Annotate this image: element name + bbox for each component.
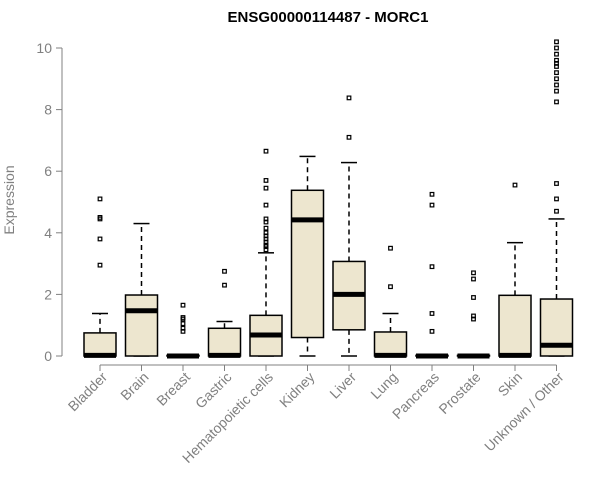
outlier-point bbox=[180, 302, 186, 308]
outlier-point bbox=[429, 328, 435, 334]
y-tick-label: 8 bbox=[44, 102, 52, 118]
box-brain bbox=[124, 222, 159, 357]
outlier-point bbox=[97, 215, 103, 220]
outlier-point bbox=[471, 313, 476, 319]
y-tick-label: 0 bbox=[44, 348, 52, 364]
x-tick-label: Brain bbox=[117, 369, 151, 403]
outlier-point bbox=[471, 295, 476, 300]
outlier-point bbox=[512, 182, 518, 188]
x-tick-label: Prostate bbox=[435, 369, 483, 417]
box-skin bbox=[498, 182, 532, 358]
outlier-point bbox=[429, 311, 435, 316]
y-axis-label: Expression bbox=[1, 165, 17, 234]
chart-title: ENSG00000114487 - MORC1 bbox=[228, 9, 429, 26]
box-liver bbox=[332, 95, 366, 357]
outlier-point bbox=[429, 202, 435, 208]
x-tick-label: Liver bbox=[326, 369, 359, 402]
outlier-point bbox=[97, 262, 103, 268]
outlier-point bbox=[346, 134, 352, 140]
box-lung bbox=[373, 245, 408, 358]
outlier-point bbox=[222, 282, 227, 288]
outlier-point bbox=[263, 148, 269, 154]
outlier-point bbox=[263, 178, 269, 183]
box-pancreas bbox=[415, 191, 449, 359]
y-tick-label: 4 bbox=[44, 225, 52, 241]
outlier-point bbox=[97, 236, 103, 242]
outlier-point bbox=[263, 230, 269, 236]
outlier-point bbox=[180, 321, 186, 327]
outlier-point bbox=[263, 225, 269, 231]
outlier-point bbox=[471, 270, 476, 276]
outlier-point bbox=[554, 76, 559, 82]
box-body bbox=[83, 332, 117, 357]
box-hematopoietic-cells bbox=[249, 148, 283, 357]
outlier-point bbox=[263, 185, 269, 191]
outlier-point bbox=[554, 196, 559, 202]
x-tick-label: Unknown / Other bbox=[481, 369, 567, 455]
outlier-point bbox=[471, 276, 476, 282]
outlier-point bbox=[554, 82, 559, 88]
box-gastric bbox=[207, 268, 242, 358]
x-tick-label: Bladder bbox=[65, 369, 111, 415]
box-body bbox=[373, 331, 408, 357]
y-tick-label: 2 bbox=[44, 286, 52, 302]
outlier-point bbox=[554, 208, 559, 214]
outlier-point bbox=[180, 315, 186, 320]
box-bladder bbox=[83, 196, 117, 358]
box-body bbox=[124, 294, 159, 357]
outlier-point bbox=[388, 284, 393, 290]
y-tick-label: 10 bbox=[36, 40, 52, 56]
outlier-point bbox=[554, 99, 559, 105]
box-series bbox=[83, 39, 574, 359]
box-breast bbox=[166, 302, 200, 359]
box-unknown-other bbox=[539, 39, 574, 357]
outlier-point bbox=[554, 181, 559, 186]
outlier-point bbox=[554, 45, 559, 51]
outlier-point bbox=[554, 70, 559, 76]
box-prostate bbox=[456, 270, 491, 359]
outlier-point bbox=[222, 268, 227, 274]
outlier-point bbox=[429, 264, 435, 270]
outlier-point bbox=[554, 57, 559, 63]
outlier-point bbox=[554, 88, 559, 94]
outlier-point bbox=[429, 191, 435, 197]
box-body bbox=[498, 294, 532, 357]
x-tick-label: Breast bbox=[153, 369, 193, 409]
outlier-point bbox=[554, 51, 559, 57]
outlier-point bbox=[346, 95, 352, 101]
outlier-point bbox=[263, 216, 269, 222]
outlier-point bbox=[554, 39, 559, 45]
outlier-point bbox=[97, 196, 103, 202]
box-body bbox=[290, 189, 325, 339]
x-tick-label: Skin bbox=[495, 369, 526, 400]
x-tick-label: Kidney bbox=[276, 369, 318, 411]
outlier-point bbox=[263, 202, 269, 208]
outlier-point bbox=[388, 245, 393, 251]
y-tick-label: 6 bbox=[44, 163, 52, 179]
box-kidney bbox=[290, 155, 325, 357]
x-tick-label: Lung bbox=[367, 369, 400, 402]
box-body bbox=[207, 327, 242, 357]
outlier-point bbox=[180, 325, 186, 331]
y-axis: 0 2 4 6 8 10 bbox=[36, 40, 63, 364]
